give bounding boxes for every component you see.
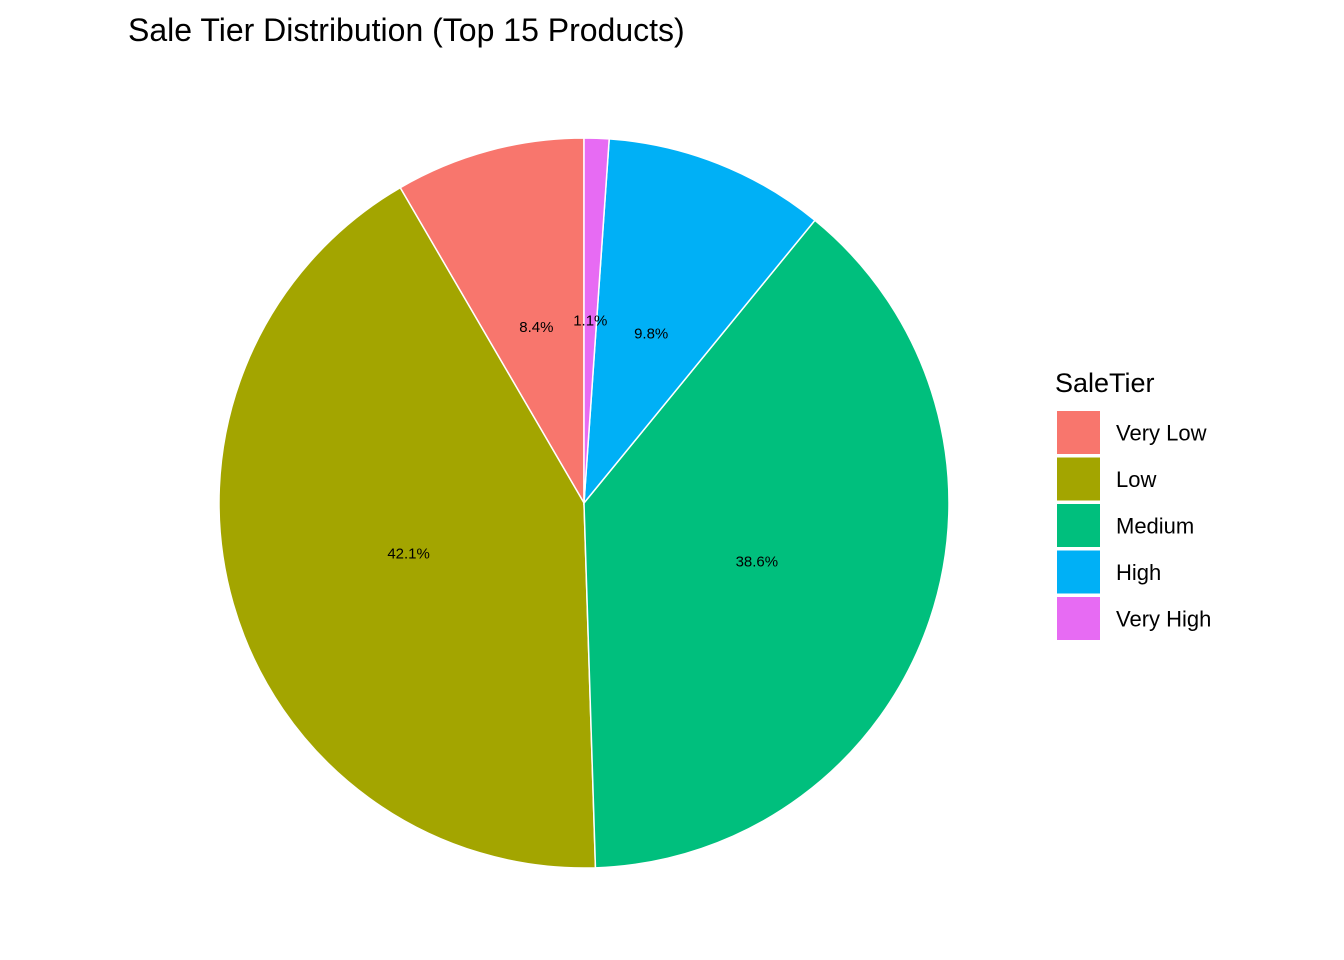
legend-items: Very Low Low Medium High Very High [1057, 411, 1211, 640]
chart-title: Sale Tier Distribution (Top 15 Products) [128, 12, 685, 48]
legend-label-very-low: Very Low [1116, 421, 1207, 446]
legend-label-low: Low [1116, 467, 1156, 492]
pie-slice-medium [583, 219, 950, 869]
pie-slice-low [218, 186, 597, 869]
slice-label-medium: 38.6% [736, 554, 779, 571]
legend-key-high [1057, 550, 1100, 594]
slice-label-high: 9.8% [634, 325, 668, 342]
pie-slices [218, 137, 950, 869]
pie-slice-very-high [583, 137, 611, 504]
legend-key-low [1057, 457, 1100, 501]
pie-slice-very-low [399, 137, 585, 506]
slice-label-very-low: 8.4% [519, 319, 553, 336]
legend-key-very-low [1057, 411, 1100, 454]
legend-key-medium [1057, 504, 1100, 547]
legend-label-high: High [1116, 560, 1161, 585]
legend-title: SaleTier [1055, 368, 1155, 398]
legend-key-very-high [1057, 597, 1100, 640]
slice-label-low: 42.1% [387, 545, 430, 562]
legend-label-medium: Medium [1116, 514, 1194, 539]
slice-label-very-high: 1.1% [573, 313, 607, 330]
legend-label-very-high: Very High [1116, 607, 1211, 632]
pie-slice-labels: 8.4% 42.1% 38.6% 9.8% 1.1% [387, 313, 778, 571]
legend: SaleTier Very Low Low Medium High Very High [1055, 368, 1211, 640]
pie-slice-high [583, 138, 816, 506]
